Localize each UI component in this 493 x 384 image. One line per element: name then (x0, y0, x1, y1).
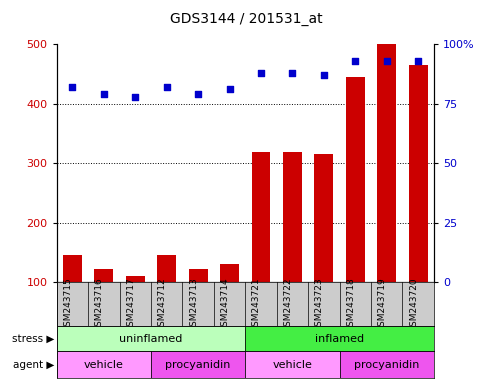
Bar (220, 264, 239, 342)
Bar (251, 152, 270, 342)
Text: GSM243715: GSM243715 (64, 277, 72, 332)
Bar (151, 351, 245, 378)
Text: GSM243719: GSM243719 (378, 277, 387, 332)
Text: GSM243712: GSM243712 (158, 277, 167, 332)
Text: GSM243723: GSM243723 (315, 277, 324, 332)
Bar (340, 351, 434, 378)
Bar (189, 269, 208, 342)
Point (383, 58, 390, 64)
Point (163, 84, 171, 90)
Bar (283, 152, 302, 342)
Text: uninflamed: uninflamed (119, 334, 183, 344)
Text: GDS3144 / 201531_at: GDS3144 / 201531_at (170, 12, 323, 25)
Text: GSM243718: GSM243718 (346, 277, 355, 332)
Bar (63, 255, 82, 342)
Point (194, 91, 202, 97)
Text: GSM243720: GSM243720 (409, 277, 418, 332)
Point (131, 93, 139, 99)
Text: GSM243713: GSM243713 (189, 277, 198, 332)
Text: procyanidin: procyanidin (166, 360, 231, 370)
Bar (157, 255, 176, 342)
Bar (126, 276, 145, 342)
Text: GSM243721: GSM243721 (252, 277, 261, 332)
Text: GSM243722: GSM243722 (283, 277, 292, 331)
Bar (245, 351, 340, 378)
Bar (377, 44, 396, 342)
Point (320, 72, 328, 78)
Bar (57, 326, 245, 351)
Point (414, 58, 422, 64)
Bar (57, 351, 151, 378)
Point (69, 84, 76, 90)
Bar (94, 269, 113, 342)
Bar (409, 65, 427, 342)
Text: stress ▶: stress ▶ (12, 334, 54, 344)
Bar (245, 326, 434, 351)
Point (352, 58, 359, 64)
Point (257, 70, 265, 76)
Text: GSM243714: GSM243714 (220, 277, 230, 332)
Point (288, 70, 296, 76)
Text: vehicle: vehicle (273, 360, 313, 370)
Text: GSM243717: GSM243717 (126, 277, 135, 332)
Bar (315, 154, 333, 342)
Text: agent ▶: agent ▶ (13, 360, 54, 370)
Text: inflamed: inflamed (315, 334, 364, 344)
Text: vehicle: vehicle (84, 360, 124, 370)
Bar (346, 77, 365, 342)
Point (226, 86, 234, 93)
Point (100, 91, 108, 97)
Text: GSM243716: GSM243716 (95, 277, 104, 332)
Text: procyanidin: procyanidin (354, 360, 420, 370)
